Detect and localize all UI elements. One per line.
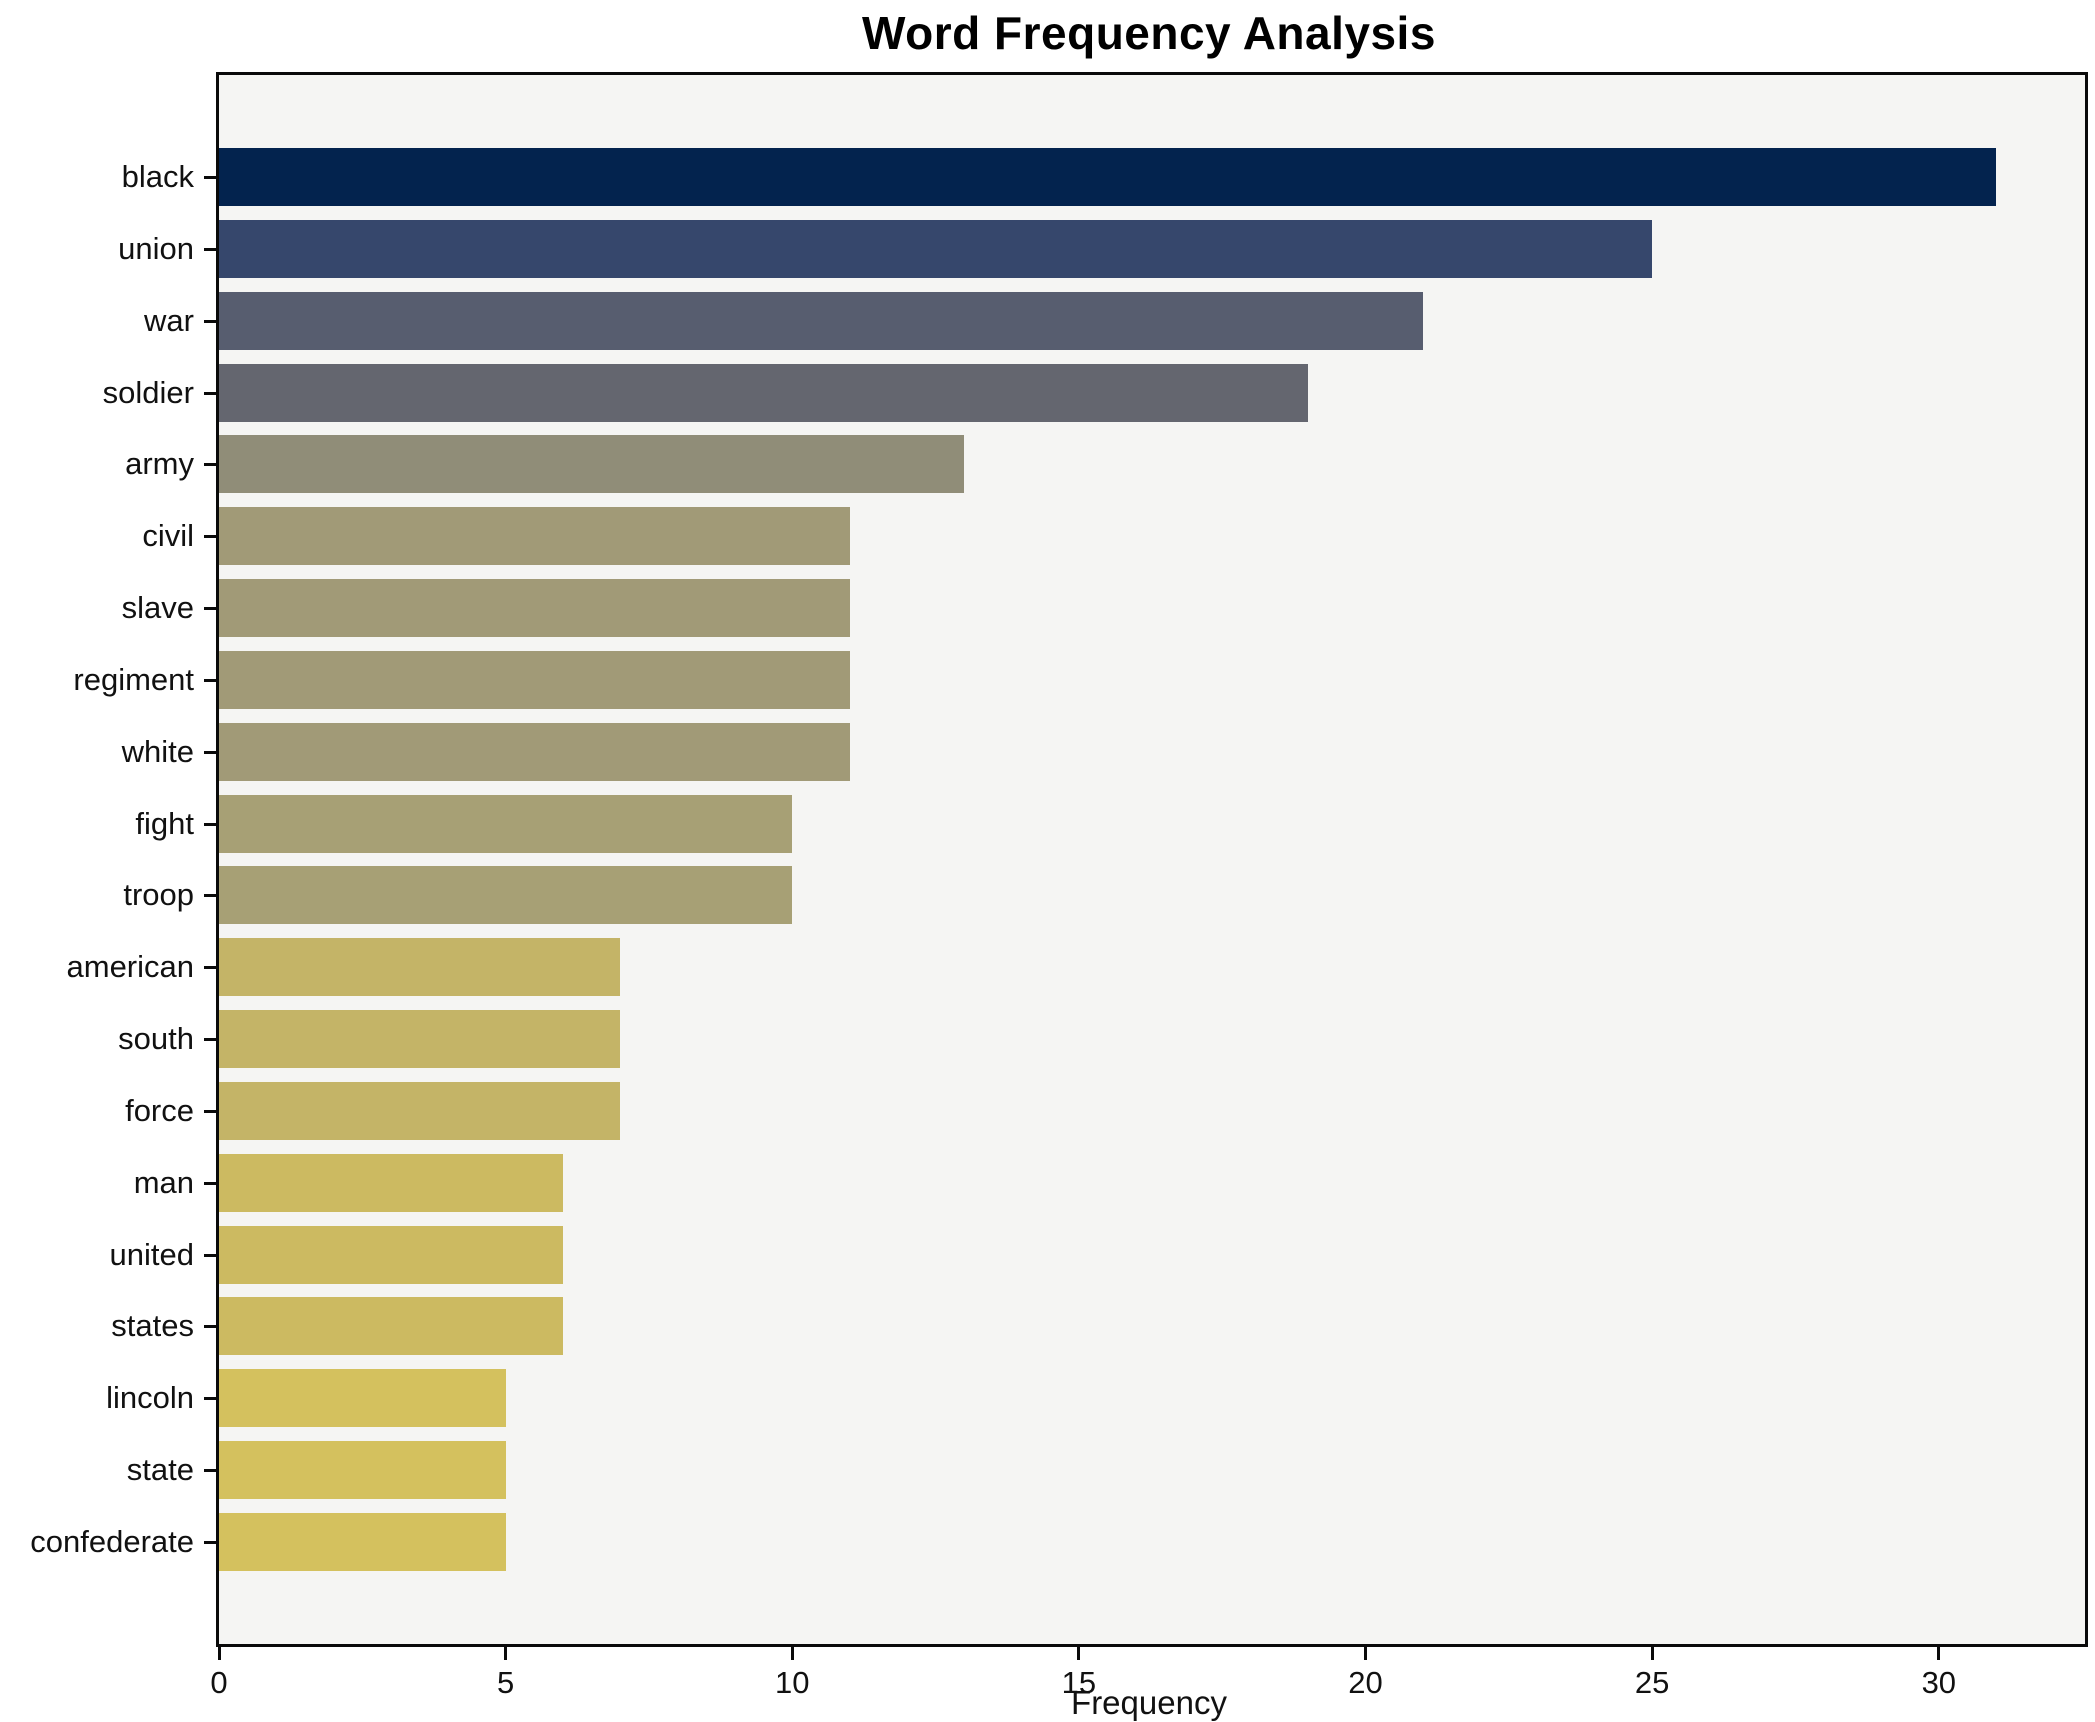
y-tick-label-force: force <box>125 1092 194 1128</box>
bar-lincoln <box>219 1369 506 1428</box>
y-tick <box>204 1325 216 1329</box>
y-tick <box>204 750 216 754</box>
bar-slave <box>219 579 850 638</box>
y-tick-label-south: south <box>118 1021 194 1057</box>
bar-war <box>219 291 1423 350</box>
y-tick <box>204 822 216 826</box>
x-tick <box>790 1647 794 1660</box>
x-tick <box>217 1647 221 1660</box>
x-tick-label-0: 0 <box>210 1665 228 1700</box>
bar-south <box>219 1010 621 1069</box>
x-tick-label-15: 15 <box>1061 1665 1097 1700</box>
bar-white <box>219 722 850 781</box>
bar-union <box>219 219 1653 278</box>
bar-regiment <box>219 650 850 709</box>
y-tick <box>204 535 216 539</box>
bar-united <box>219 1225 563 1284</box>
y-tick-label-state: state <box>126 1452 194 1488</box>
y-tick <box>204 1181 216 1185</box>
bar-confederate <box>219 1513 506 1571</box>
bar-black <box>219 148 1997 206</box>
y-tick <box>204 176 216 179</box>
x-tick <box>1077 1647 1081 1660</box>
y-tick <box>204 1469 216 1473</box>
y-tick-label-black: black <box>121 159 194 194</box>
x-tick-label-30: 30 <box>1921 1665 1957 1700</box>
y-tick-label-war: war <box>144 302 194 338</box>
x-axis-label: Frequency <box>1071 1684 1227 1721</box>
y-tick-label-american: american <box>66 949 195 985</box>
bar-fight <box>219 794 793 853</box>
bar-soldier <box>219 363 1309 422</box>
y-tick <box>204 463 216 467</box>
x-tick-label-10: 10 <box>775 1665 810 1700</box>
bar-civil <box>219 507 850 566</box>
y-tick-label-troop: troop <box>123 877 194 913</box>
y-tick-label-states: states <box>111 1308 194 1344</box>
y-tick-label-united: united <box>109 1236 194 1272</box>
x-tick <box>1364 1647 1368 1660</box>
x-tick-label-5: 5 <box>497 1665 515 1700</box>
y-tick <box>204 319 216 323</box>
y-tick-label-white: white <box>121 733 194 769</box>
x-tick-label-25: 25 <box>1634 1665 1670 1700</box>
y-tick-label-regiment: regiment <box>73 661 194 697</box>
x-tick <box>1937 1647 1941 1660</box>
plot-area <box>216 72 2088 1647</box>
y-tick <box>204 1109 216 1113</box>
bar-states <box>219 1297 563 1356</box>
bar-state <box>219 1441 506 1500</box>
y-tick <box>204 391 216 395</box>
y-tick-label-fight: fight <box>135 805 194 841</box>
bar-american <box>219 938 621 997</box>
y-tick <box>204 678 216 682</box>
y-tick <box>204 894 216 898</box>
y-tick-label-man: man <box>133 1164 194 1200</box>
y-tick <box>204 1541 216 1544</box>
y-tick-label-lincoln: lincoln <box>106 1380 194 1416</box>
y-tick-label-soldier: soldier <box>102 374 194 410</box>
y-tick-label-slave: slave <box>121 590 194 626</box>
chart-title: Word Frequency Analysis <box>862 7 1436 59</box>
x-tick <box>1650 1647 1654 1660</box>
y-tick-label-civil: civil <box>142 518 194 554</box>
y-tick-label-confederate: confederate <box>30 1524 194 1559</box>
y-tick <box>204 247 216 251</box>
y-tick <box>204 607 216 611</box>
y-tick <box>204 1397 216 1401</box>
y-tick <box>204 1253 216 1257</box>
bar-man <box>219 1153 563 1212</box>
y-tick <box>204 966 216 970</box>
x-tick-label-20: 20 <box>1348 1665 1383 1700</box>
y-tick-label-army: army <box>125 446 194 482</box>
y-tick <box>204 1038 216 1042</box>
x-tick <box>504 1647 508 1660</box>
bar-troop <box>219 866 793 925</box>
bar-force <box>219 1081 621 1140</box>
y-tick-label-union: union <box>118 230 194 266</box>
bar-army <box>219 435 965 494</box>
